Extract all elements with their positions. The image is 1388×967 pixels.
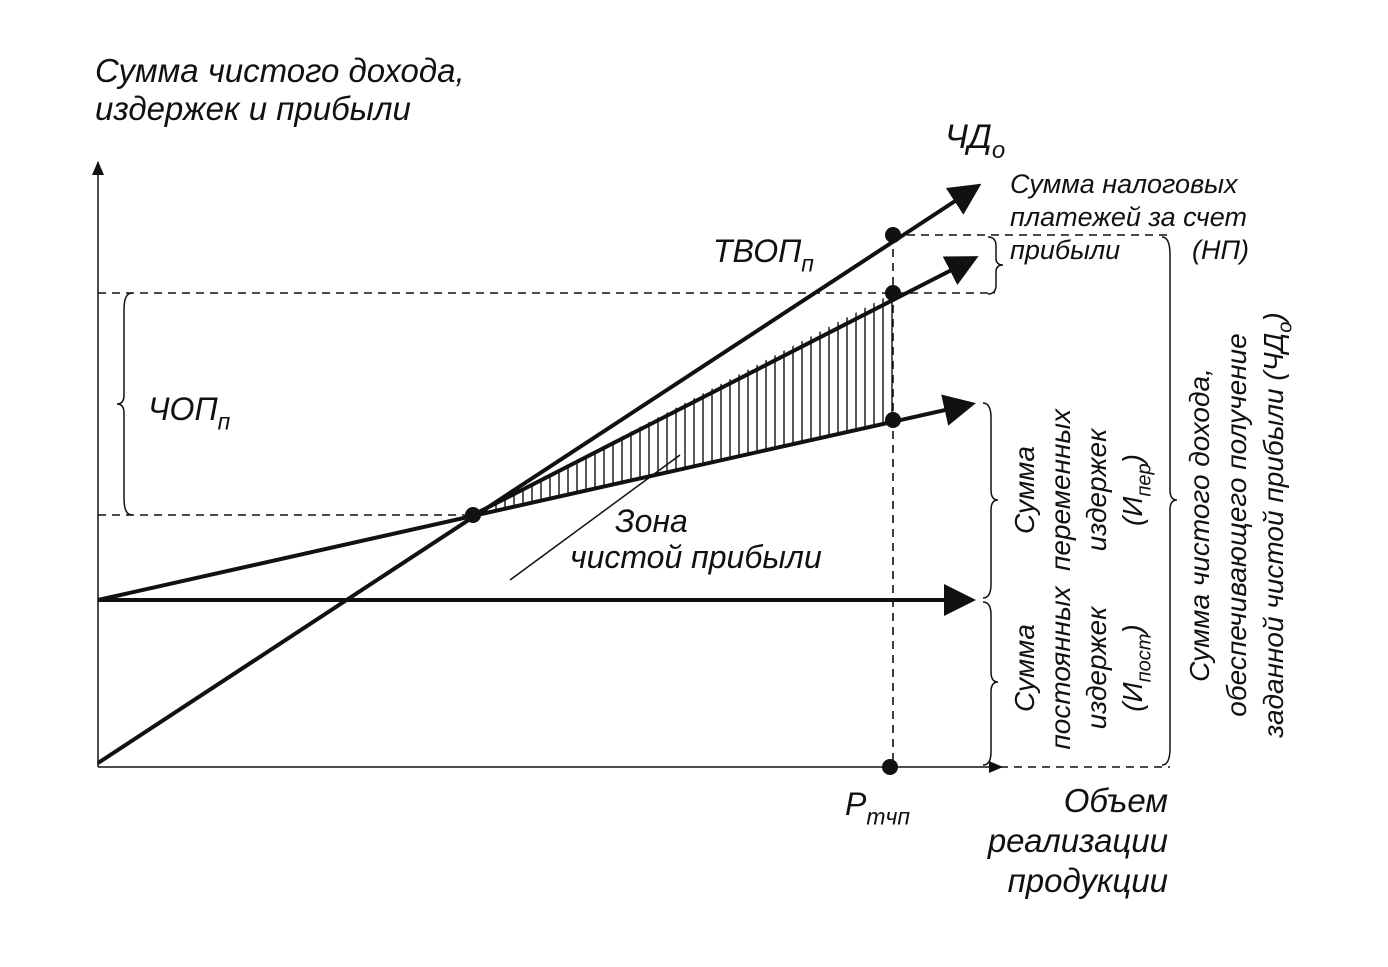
text-part: Объем: [1064, 782, 1168, 819]
text-part: ТВОП: [713, 233, 802, 269]
graph: [92, 161, 1178, 775]
leader-line: [509, 454, 681, 581]
point: [885, 227, 901, 243]
text-part: издержек: [1081, 427, 1112, 551]
variable-costs-label: Сумма: [1009, 446, 1040, 534]
subscript: о: [992, 137, 1005, 164]
text-part: продукции: [1008, 862, 1168, 899]
text-part: заданной чистой прибыли (ЧД: [1258, 333, 1289, 739]
fixed-costs-label-group: Сумма постоянных издержек (Ипост): [1009, 585, 1155, 749]
fixed-costs-label: (Ипост): [1117, 624, 1155, 711]
text-part: Сумма чистого дохода,: [95, 52, 465, 89]
text-part: (И: [1117, 496, 1148, 526]
variable-costs-label: переменных: [1045, 408, 1076, 571]
point-label: Pтчп: [845, 786, 910, 830]
zone-label: Зона: [615, 503, 688, 539]
text-part: постоянных: [1045, 585, 1076, 749]
brace: [987, 236, 1004, 295]
brace: [1161, 236, 1178, 766]
income-label: ЧДо: [945, 118, 1005, 164]
total-income-label: заданной чистой прибыли (ЧДо): [1258, 312, 1296, 738]
point: [885, 412, 901, 428]
point: [882, 759, 898, 775]
income-line: [96, 183, 982, 765]
text-part: издержек и прибыли: [95, 90, 411, 127]
text-part: (И: [1117, 681, 1148, 711]
variable-costs-label: (Ипер): [1117, 454, 1155, 526]
tax-abbr: (НП): [1192, 235, 1249, 265]
text-part: издержек: [1081, 605, 1112, 729]
total-income-label-group: Сумма чистого дохода, обеспечивающего пол…: [1184, 312, 1296, 738]
revenue-label: ТВОПп: [713, 233, 814, 277]
text-part: Сумма: [1009, 446, 1040, 534]
subscript: пер: [1133, 463, 1155, 496]
text-part: Сумма налоговых: [1010, 169, 1239, 199]
text-part: ЧД: [945, 118, 992, 156]
text-part: прибыли: [1010, 235, 1120, 265]
subscript: п: [801, 251, 814, 277]
tax-label: платежей за счет: [1010, 202, 1247, 232]
text-part: ЧОП: [148, 391, 218, 427]
x-axis-title: реализации: [987, 822, 1168, 859]
text-part: P: [845, 786, 867, 822]
point: [465, 507, 481, 523]
fixed-costs-label: постоянных: [1045, 585, 1076, 749]
subscript: п: [218, 409, 231, 435]
brace: [982, 402, 999, 599]
subscript: пост: [1133, 634, 1155, 683]
text-part: Зона: [615, 503, 688, 539]
variable-costs-label: издержек: [1081, 427, 1112, 551]
text-part: реализации: [987, 822, 1168, 859]
text-part: Сумма чистого дохода,: [1184, 368, 1215, 682]
variable-costs-label-group: Сумма переменных издержек (Ипер): [1009, 408, 1155, 571]
text-part: ): [1117, 454, 1148, 466]
text-part: платежей за счет: [1010, 202, 1247, 232]
subscript: тчп: [866, 804, 910, 830]
fixed-costs-label: издержек: [1081, 605, 1112, 729]
x-axis-title: продукции: [1008, 862, 1168, 899]
total-income-label: Сумма чистого дохода,: [1184, 368, 1215, 682]
zone-label: чистой прибыли: [570, 539, 822, 575]
variable-costs-line: [97, 394, 976, 602]
brace: [982, 601, 999, 766]
tax-label: Сумма налоговых: [1010, 169, 1239, 199]
text-part: переменных: [1045, 408, 1076, 571]
subscript: о: [1274, 322, 1296, 333]
point: [885, 285, 901, 301]
text-part: обеспечивающего получение: [1221, 333, 1252, 716]
text-part: Сумма: [1009, 624, 1040, 712]
y-axis-title: Сумма чистого дохода,: [95, 52, 465, 89]
text-part: чистой прибыли: [570, 539, 822, 575]
y-axis-title: издержек и прибыли: [95, 90, 411, 127]
profit-label: ЧОПп: [148, 391, 231, 435]
text-part: (НП): [1192, 235, 1249, 265]
profit-line: [472, 256, 979, 517]
fixed-costs-label: Сумма: [1009, 624, 1040, 712]
tax-label: прибыли: [1010, 235, 1120, 265]
text-part: ): [1117, 624, 1148, 636]
x-axis-title: Объем: [1064, 782, 1168, 819]
brace: [116, 292, 133, 516]
text-part: ): [1258, 312, 1289, 324]
total-income-label: обеспечивающего получение: [1221, 333, 1252, 716]
